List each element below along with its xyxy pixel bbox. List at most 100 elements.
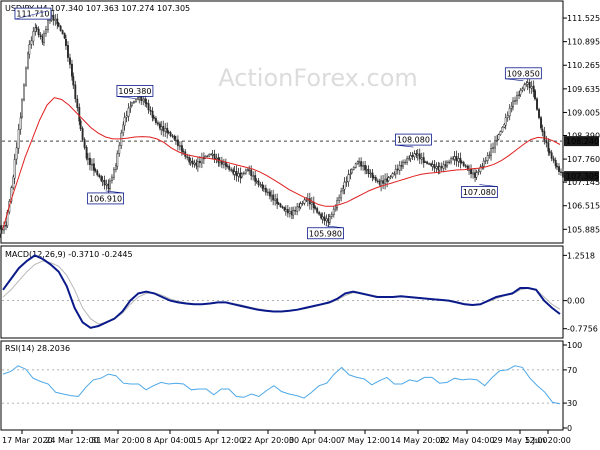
candle-body bbox=[25, 67, 27, 86]
candle-body bbox=[69, 57, 71, 65]
candle-body bbox=[266, 191, 269, 194]
candle-body bbox=[72, 76, 75, 86]
candle-body bbox=[492, 147, 494, 149]
candle-body bbox=[352, 167, 355, 170]
rsi-title: RSI(14) 28.2036 bbox=[5, 344, 70, 353]
macd-y-tick-label: 0.00 bbox=[567, 297, 585, 306]
candle-body bbox=[174, 139, 177, 142]
candle-body bbox=[310, 202, 313, 205]
candle-body bbox=[540, 117, 542, 129]
candle-body bbox=[90, 163, 93, 166]
x-tick-label: 22 May 04:00 bbox=[440, 436, 495, 445]
candle-body bbox=[371, 172, 374, 178]
candle-body bbox=[166, 127, 169, 134]
candle-body bbox=[528, 82, 531, 89]
candle-body bbox=[88, 157, 91, 165]
candle-body bbox=[15, 147, 18, 160]
candle-body bbox=[519, 90, 522, 95]
candle-body bbox=[367, 168, 370, 174]
price-annotation-box bbox=[87, 192, 125, 205]
candle-body bbox=[215, 157, 218, 160]
candle-body bbox=[503, 123, 506, 128]
candle-body bbox=[296, 206, 299, 212]
main-title: USDJPY,H4 107.340 107.363 107.274 107.30… bbox=[5, 4, 190, 13]
candle-body bbox=[218, 160, 221, 163]
x-tick-label: 15 Apr 12:00 bbox=[192, 436, 244, 445]
candle-body bbox=[550, 152, 553, 159]
candle-body bbox=[274, 198, 277, 201]
candle-body bbox=[543, 131, 546, 141]
candle-body bbox=[162, 126, 165, 132]
y-tick-label: 107.760 bbox=[567, 155, 600, 164]
candle-body bbox=[501, 126, 504, 132]
candle-body bbox=[499, 131, 502, 135]
candle-body bbox=[246, 169, 249, 171]
candle-body bbox=[490, 148, 492, 156]
candle-body bbox=[343, 181, 346, 190]
candle-body bbox=[279, 203, 282, 207]
candle-body bbox=[213, 153, 216, 159]
candle-body bbox=[228, 165, 231, 170]
candle-body bbox=[147, 103, 150, 111]
candle-body bbox=[358, 161, 361, 164]
price-annotation-box bbox=[395, 133, 432, 146]
candle-body bbox=[57, 22, 60, 27]
macd-title: MACD(12,26,9) -0.3710 -0.2445 bbox=[5, 250, 133, 259]
candle-body bbox=[409, 155, 412, 159]
price-annotation-leader bbox=[395, 144, 414, 148]
candle-body bbox=[130, 102, 133, 106]
candle-body bbox=[486, 155, 489, 161]
candle-body bbox=[538, 109, 540, 118]
candle-body bbox=[272, 194, 275, 201]
price-annotation-label: 108.080 bbox=[397, 136, 430, 145]
candle-body bbox=[426, 161, 429, 164]
candle-body bbox=[173, 136, 176, 140]
candle-body bbox=[191, 160, 194, 165]
candle-body bbox=[510, 106, 513, 109]
candle-body bbox=[325, 218, 328, 222]
candle-body bbox=[144, 98, 147, 103]
candle-body bbox=[56, 18, 59, 25]
candle-body bbox=[514, 100, 516, 102]
candle-body bbox=[13, 159, 16, 179]
candle-body bbox=[100, 176, 103, 181]
candle-body bbox=[504, 117, 507, 126]
watermark: ActionForex.com bbox=[218, 64, 418, 92]
candle-body bbox=[455, 156, 458, 162]
candle-body bbox=[233, 171, 236, 175]
candle-body bbox=[17, 129, 20, 149]
candle-body bbox=[105, 183, 108, 186]
x-tick-label: 7 May 12:00 bbox=[340, 436, 390, 445]
candle-body bbox=[558, 166, 560, 172]
candle-body bbox=[299, 203, 302, 208]
candle-body bbox=[12, 176, 15, 188]
candle-body bbox=[52, 14, 55, 21]
candle-body bbox=[134, 98, 137, 103]
candle-body bbox=[83, 139, 86, 148]
candle-body bbox=[411, 155, 414, 157]
candle-body bbox=[431, 164, 434, 167]
x-tick-label: 8 Apr 04:00 bbox=[146, 436, 193, 445]
candle-body bbox=[196, 161, 199, 168]
candle-body bbox=[516, 95, 518, 102]
price-annotation-label: 109.380 bbox=[118, 87, 151, 96]
candle-body bbox=[547, 142, 550, 152]
candle-body bbox=[242, 172, 245, 175]
candle-body bbox=[394, 168, 397, 175]
candle-body bbox=[554, 159, 557, 167]
candle-body bbox=[180, 145, 183, 152]
candle-body bbox=[140, 96, 143, 101]
candle-body bbox=[560, 171, 562, 173]
candle-body bbox=[240, 173, 243, 178]
candle-body bbox=[178, 145, 181, 147]
candle-body bbox=[19, 117, 22, 130]
candle-body bbox=[276, 198, 279, 205]
candle-body bbox=[27, 52, 29, 69]
candle-body bbox=[268, 191, 271, 197]
candle-body bbox=[372, 176, 375, 179]
price-highlight-label: 108.240 bbox=[566, 137, 599, 146]
price-annotation-box bbox=[307, 227, 344, 240]
rsi-y-tick-label: 0 bbox=[567, 424, 572, 433]
